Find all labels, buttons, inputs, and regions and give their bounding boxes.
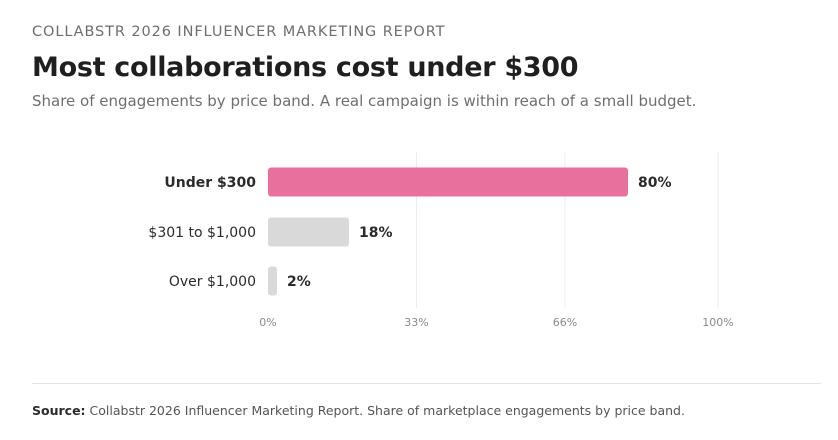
x-tick-label: 100% <box>702 316 733 329</box>
bars <box>268 167 628 296</box>
chart-subtitle: Share of engagements by price band. A re… <box>32 92 697 110</box>
source-label: Source: <box>32 403 86 418</box>
data-label: 80% <box>638 175 672 191</box>
chart-title: Most collaborations cost under $300 <box>32 52 579 83</box>
labels: 0% 33% 66% 100% Under $300 80% $301 to $1,000 1… <box>148 175 733 329</box>
category-label: $301 to $1,000 <box>148 225 256 241</box>
source-note: Source: Collabstr 2026 Influencer Market… <box>32 403 685 418</box>
source-text: Collabstr 2026 Influencer Marketing Repo… <box>89 403 685 418</box>
category-label: Under $300 <box>164 175 256 191</box>
footer-divider <box>32 383 821 384</box>
x-tick-label: 0% <box>259 316 276 329</box>
report-kicker: COLLABSTR 2026 INFLUENCER MARKETING REPO… <box>32 24 446 40</box>
bar <box>268 266 277 296</box>
bar <box>268 167 628 197</box>
data-label: 18% <box>359 225 393 241</box>
x-tick-label: 66% <box>553 316 577 329</box>
data-label: 2% <box>287 274 311 290</box>
category-label: Over $1,000 <box>169 274 256 290</box>
bar <box>268 217 349 247</box>
x-tick-label: 33% <box>404 316 428 329</box>
